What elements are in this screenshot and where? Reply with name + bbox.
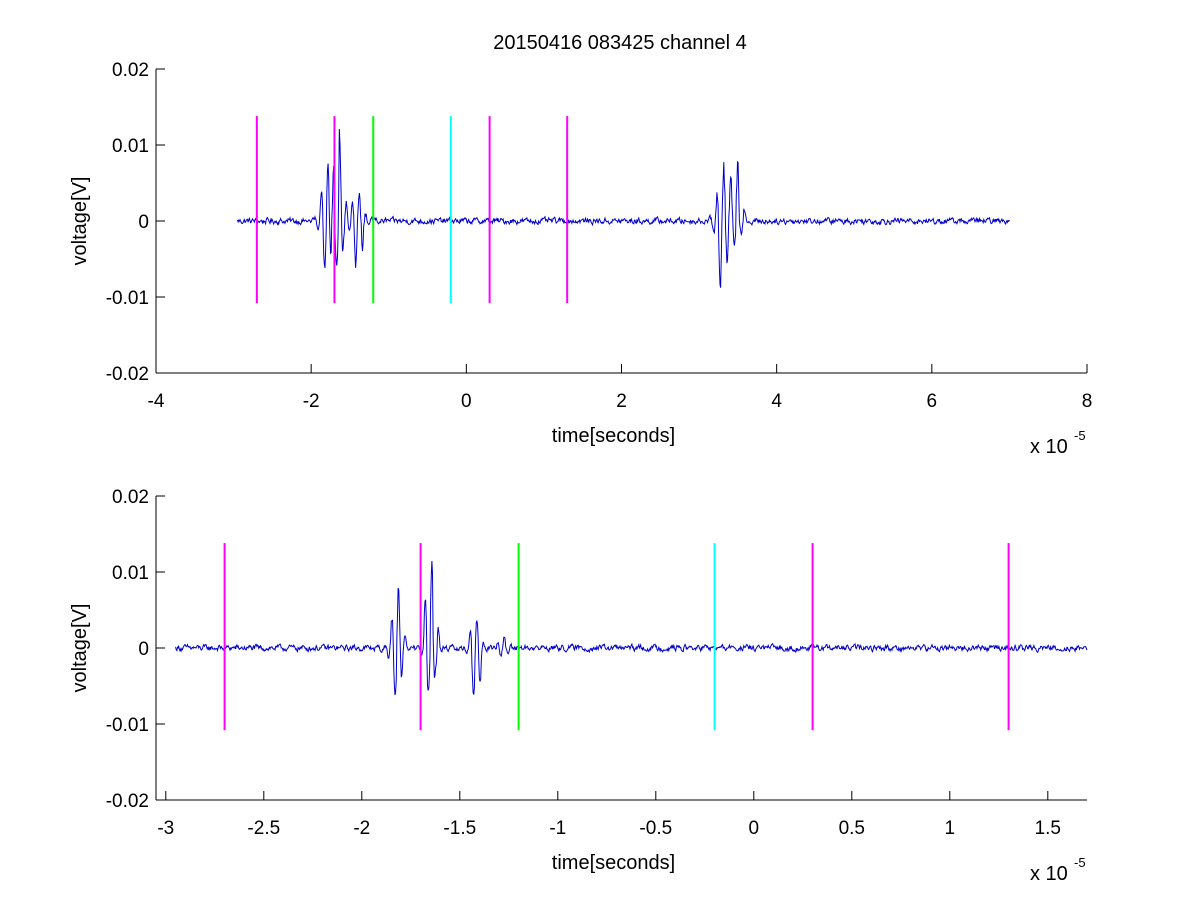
y-tick-label: 0.01 <box>112 136 149 157</box>
x-tick-label: -3 <box>157 818 174 839</box>
y-tick-label: 0 <box>138 212 149 233</box>
x-tick-label: 2 <box>616 391 627 412</box>
x-tick-label: -4 <box>148 391 165 412</box>
x-tick-label: 8 <box>1082 391 1093 412</box>
y-tick-label: 0.01 <box>112 563 149 584</box>
x-tick-label: 6 <box>927 391 938 412</box>
x-tick-label: 0 <box>461 391 472 412</box>
y-tick-label: 0 <box>138 639 149 660</box>
x-tick-label: -2 <box>303 391 320 412</box>
x-axis-label: time[seconds] <box>552 425 675 447</box>
x-tick-label: -2.5 <box>247 818 280 839</box>
bottom-plot: -0.02 -0.01 0 0.01 0.02 -3 -2.5 -2 -1.5 -1 -0.5 0 0.… <box>69 487 1088 885</box>
y-tick-label: -0.02 <box>106 791 149 812</box>
x-tick-label: 4 <box>771 391 782 412</box>
figure-title: 20150416 083425 channel 4 <box>493 32 747 54</box>
y-tick-label: -0.02 <box>106 364 149 385</box>
x-tick-label: -2 <box>353 818 370 839</box>
x-axis-label: time[seconds] <box>552 852 675 874</box>
x-tick-label: 0.5 <box>839 818 865 839</box>
x-tick-label: -0.5 <box>639 818 672 839</box>
top-plot: -0.02 -0.01 0 0.01 0.02 -4 -2 0 2 4 6 8 time[seconds… <box>69 60 1092 458</box>
y-axis-label: voltage[V] <box>69 604 91 693</box>
x-multiplier-exponent: -5 <box>1074 855 1086 870</box>
x-tick-label: 1.5 <box>1035 818 1061 839</box>
x-tick-label: -1.5 <box>443 818 476 839</box>
y-tick-label: -0.01 <box>106 288 149 309</box>
x-multiplier-label: x 10 <box>1030 436 1068 458</box>
signal-trace <box>237 128 1010 288</box>
y-tick-label: -0.01 <box>106 715 149 736</box>
signal-trace <box>175 560 1088 696</box>
x-multiplier-exponent: -5 <box>1074 428 1086 443</box>
x-tick-label: 1 <box>945 818 956 839</box>
y-axis-label: voltage[V] <box>69 177 91 266</box>
y-tick-label: 0.02 <box>112 487 149 508</box>
y-tick-label: 0.02 <box>112 60 149 81</box>
x-multiplier-label: x 10 <box>1030 863 1068 885</box>
x-tick-label: -1 <box>549 818 566 839</box>
x-tick-label: 0 <box>749 818 760 839</box>
